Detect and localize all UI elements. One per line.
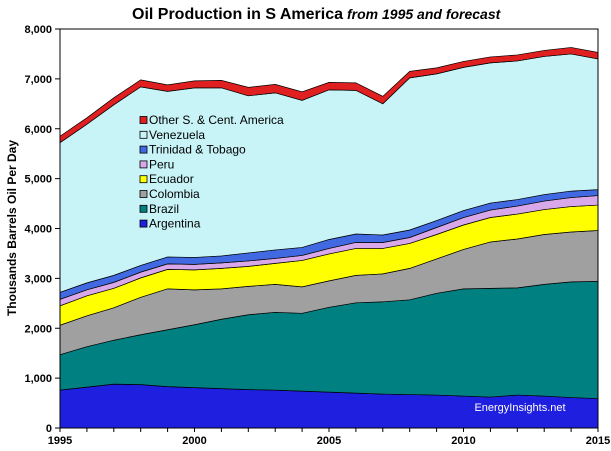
x-tick-label: 2005 [317, 435, 341, 447]
legend-item-brazil: Brazil [139, 202, 179, 216]
legend-swatch [139, 219, 148, 228]
axes: 0 1,000 2,000 3,000 4,000 5,000 6,000 7,000 8,00… [24, 24, 610, 447]
series-areas [59, 47, 599, 429]
chart-title-group: Oil Production in S America from 1995 an… [132, 6, 502, 23]
legend-label: Colombia [149, 187, 200, 201]
legend-swatch [139, 160, 148, 169]
y-tick-label: 7,000 [24, 74, 52, 86]
chart-subtitle: from 1995 and forecast [347, 6, 502, 22]
legend-item-venezuela: Venezuela [139, 128, 205, 142]
legend-item-peru: Peru [139, 157, 174, 171]
legend-label: Peru [149, 157, 174, 171]
legend-swatch [139, 116, 148, 124]
legend-swatch [139, 145, 148, 154]
legend-item-colombia: Colombia [139, 187, 200, 201]
legend-item-ecuador: Ecuador [139, 172, 194, 186]
y-tick-label: 8,000 [24, 24, 52, 36]
x-tick-label: 2015 [586, 435, 610, 447]
chart-title: Oil Production in S America [132, 6, 343, 23]
legend: Other S. & Cent. AmericaVenezuelaTrinida… [139, 113, 284, 231]
legend-label: Trinidad & Tobago [149, 143, 246, 157]
legend-label: Argentina [149, 217, 201, 231]
legend-label: Other S. & Cent. America [149, 113, 284, 127]
y-tick-label: 0 [46, 423, 52, 435]
legend-swatch [139, 175, 148, 184]
y-tick-label: 3,000 [24, 273, 52, 285]
legend-label: Venezuela [149, 128, 205, 142]
legend-item-argentina: Argentina [139, 217, 201, 231]
legend-label: Brazil [149, 202, 179, 216]
legend-swatch [139, 204, 148, 213]
legend-item-trinidad-tobago: Trinidad & Tobago [139, 143, 246, 157]
legend-item-other-s-cent-america: Other S. & Cent. America [139, 113, 284, 127]
watermark-text: EnergyInsights.net [474, 402, 565, 414]
legend-label: Ecuador [149, 172, 194, 186]
y-tick-label: 1,000 [24, 373, 52, 385]
x-tick-label: 2000 [182, 435, 206, 447]
y-axis-label: Thousands Barrels Oil Per Day [5, 140, 19, 316]
x-tick-label: 2010 [451, 435, 475, 447]
y-tick-label: 6,000 [24, 124, 52, 136]
y-tick-label: 2,000 [24, 323, 52, 335]
y-tick-label: 5,000 [24, 174, 52, 186]
y-tick-label: 4,000 [24, 224, 52, 236]
legend-swatch [139, 130, 148, 139]
x-tick-label: 1995 [48, 435, 72, 447]
legend-swatch [139, 190, 148, 198]
